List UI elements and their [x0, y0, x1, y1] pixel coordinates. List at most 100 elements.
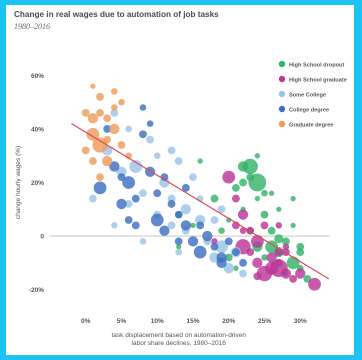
legend-label: Some College: [289, 92, 326, 98]
data-point-graduate-degree: [118, 98, 125, 106]
data-point-high-school-dropout: [254, 195, 260, 202]
data-point-college-degree: [232, 248, 240, 257]
legend-label: Graduate degree: [289, 122, 333, 128]
legend-label: College degree: [289, 107, 329, 113]
chart-title: Change in real wages due to automation o…: [14, 10, 219, 19]
data-point-high-school-graduate: [260, 221, 269, 230]
data-point-some-college: [110, 108, 119, 117]
data-point-high-school-dropout: [254, 153, 260, 159]
data-point-graduate-degree: [96, 92, 104, 101]
data-point-graduate-degree: [81, 146, 90, 155]
legend-marker: [278, 105, 286, 113]
data-point-graduate-degree: [87, 113, 99, 124]
data-point-some-college: [125, 125, 132, 133]
y-tick-label: 0: [40, 234, 44, 241]
data-point-college-degree: [131, 221, 140, 230]
data-point-some-college: [174, 157, 183, 165]
data-point-some-college: [239, 269, 247, 278]
data-point-college-degree: [239, 258, 247, 267]
data-point-some-college: [89, 194, 97, 203]
data-point-some-college: [146, 135, 155, 144]
data-point-some-college: [175, 248, 182, 256]
data-point-college-degree: [180, 220, 192, 231]
data-point-some-college: [167, 194, 176, 203]
data-point-high-school-dropout: [290, 222, 296, 228]
data-point-college-degree: [131, 194, 140, 203]
data-point-high-school-graduate: [289, 275, 297, 283]
data-point-graduate-degree: [103, 114, 112, 123]
data-point-graduate-degree: [111, 88, 118, 95]
y-tick-label: -20%: [29, 287, 44, 294]
data-point-graduate-degree: [103, 135, 112, 144]
data-point-some-college: [210, 216, 219, 224]
data-point-high-school-dropout: [233, 265, 239, 271]
data-point-high-school-dropout: [261, 254, 268, 261]
data-point-some-college: [139, 238, 147, 245]
data-point-some-college: [129, 160, 143, 173]
legend-marker: [278, 60, 286, 68]
data-point-college-degree: [146, 120, 154, 127]
data-point-college-degree: [122, 176, 136, 189]
data-point-college-degree: [153, 189, 162, 198]
data-point-college-degree: [210, 242, 219, 251]
data-point-graduate-degree: [102, 155, 113, 167]
data-point-high-school-graduate: [250, 235, 264, 248]
data-point-college-degree: [216, 257, 227, 268]
data-point-high-school-graduate: [282, 243, 290, 251]
data-point-some-college: [111, 222, 118, 229]
data-point-high-school-graduate: [265, 261, 279, 275]
data-point-college-degree: [139, 130, 147, 139]
chart-card: Change in real wages due to automation o…: [6, 5, 354, 355]
chart-subtitle: 1980–2016: [14, 22, 50, 31]
data-point-college-degree: [181, 183, 190, 192]
data-point-graduate-degree: [109, 123, 120, 135]
data-point-graduate-degree: [117, 141, 126, 149]
data-point-college-degree: [139, 104, 147, 111]
x-tick-label: 15%: [186, 318, 199, 325]
data-point-college-degree: [196, 221, 205, 230]
data-point-some-college: [124, 200, 133, 208]
data-point-college-degree: [109, 161, 120, 172]
legend-label: High School graduate: [289, 77, 347, 83]
data-point-college-degree: [174, 237, 183, 246]
data-point-high-school-dropout: [237, 161, 249, 172]
data-point-college-degree: [167, 200, 176, 208]
data-point-some-college: [167, 221, 176, 230]
data-point-high-school-graduate: [252, 257, 263, 268]
data-point-college-degree: [117, 173, 126, 182]
legend-marker: [278, 120, 286, 128]
data-point-college-degree: [93, 181, 107, 195]
data-point-some-college: [153, 152, 161, 159]
x-axis-label: task displacement based on automation-dr…: [111, 332, 246, 347]
data-point-college-degree: [174, 210, 183, 219]
data-point-high-school-graduate: [253, 272, 262, 281]
data-point-high-school-dropout: [197, 158, 203, 164]
scatter-chart: -20% 0 20% 40% 60% 0% 5% 10% 15% 20% 25% 30% change …: [15, 60, 347, 347]
legend-marker: [278, 75, 286, 83]
data-point-high-school-graduate: [246, 248, 255, 257]
data-point-high-school-dropout: [232, 183, 240, 192]
data-point-college-degree: [187, 236, 199, 247]
data-point-college-degree: [224, 237, 233, 246]
data-point-high-school-graduate: [232, 194, 240, 203]
data-point-high-school-dropout: [290, 195, 296, 202]
legend-label: High School dropout: [289, 62, 344, 68]
data-point-college-degree: [202, 230, 213, 242]
data-point-graduate-degree: [86, 127, 100, 141]
x-tick-label: 0%: [81, 318, 91, 325]
data-point-college-degree: [159, 225, 170, 236]
y-axis-label: change hourly wages (%): [15, 146, 22, 219]
data-point-graduate-degree: [89, 157, 97, 165]
y-tick-label: 20%: [31, 180, 44, 187]
data-point-high-school-graduate: [295, 268, 306, 279]
data-point-high-school-dropout: [267, 226, 276, 235]
legend-marker: [278, 90, 286, 98]
data-point-high-school-dropout: [224, 253, 233, 262]
data-point-high-school-graduate: [237, 209, 249, 220]
data-point-high-school-dropout: [190, 222, 196, 228]
data-point-college-degree: [193, 245, 207, 259]
data-point-some-college: [139, 189, 147, 198]
data-point-high-school-graduate: [239, 227, 247, 234]
data-point-high-school-dropout: [218, 227, 225, 234]
data-point-college-degree: [103, 125, 112, 133]
